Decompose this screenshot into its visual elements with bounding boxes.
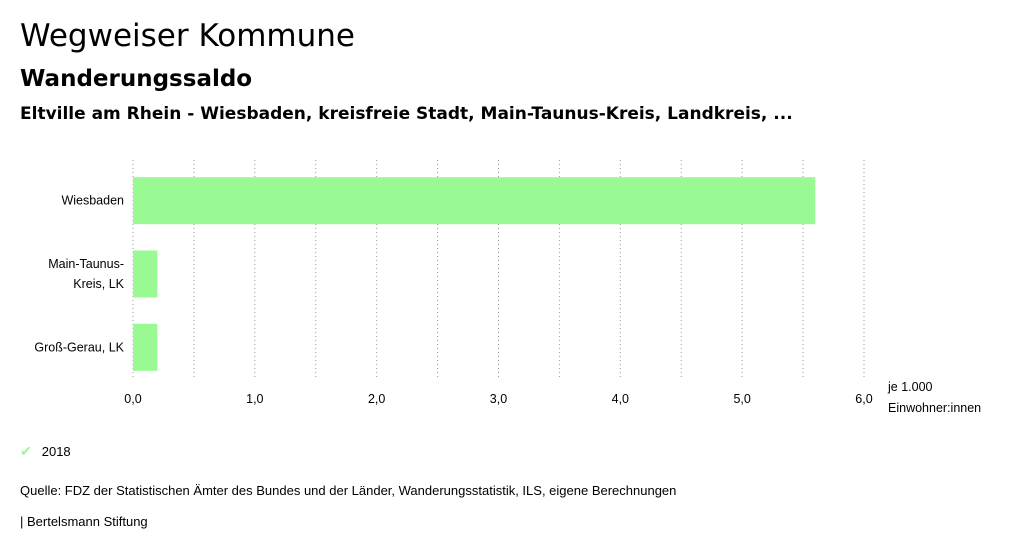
chart-subtitle: Wanderungssaldo: [20, 66, 253, 92]
x-tick-label: 0,0: [124, 392, 141, 406]
category-label: Main-Taunus-: [48, 257, 124, 271]
x-tick-label: 1,0: [246, 392, 263, 406]
credit-note: | Bertelsmann Stiftung: [20, 514, 148, 529]
bar-chart: 0,0 1,0 2,0 3,0 4,0 5,0 6,0 Wiesbaden Main-Taunu…: [34, 160, 981, 415]
page-title: Wegweiser Kommune: [20, 18, 355, 54]
unit-label: je 1.000: [887, 380, 933, 394]
x-tick-label: 6,0: [855, 392, 872, 406]
category-label: Kreis, LK: [73, 277, 124, 291]
bar: [133, 250, 158, 298]
x-tick-label: 5,0: [733, 392, 750, 406]
category-label: Wiesbaden: [61, 194, 124, 208]
legend-label: 2018: [41, 444, 71, 459]
bar: [133, 177, 816, 225]
check-icon: ✔: [20, 443, 32, 459]
x-tick-label: 2,0: [368, 392, 385, 406]
legend[interactable]: ✔ 2018: [20, 443, 71, 460]
x-tick-label: 3,0: [490, 392, 507, 406]
source-note: Quelle: FDZ der Statistischen Ämter des …: [20, 483, 677, 498]
x-tick-label: 4,0: [612, 392, 629, 406]
region-label: Eltville am Rhein - Wiesbaden, kreisfrei…: [20, 104, 793, 124]
bar: [133, 323, 158, 371]
category-label: Groß-Gerau, LK: [34, 340, 124, 354]
unit-label: Einwohner:innen: [888, 401, 981, 415]
